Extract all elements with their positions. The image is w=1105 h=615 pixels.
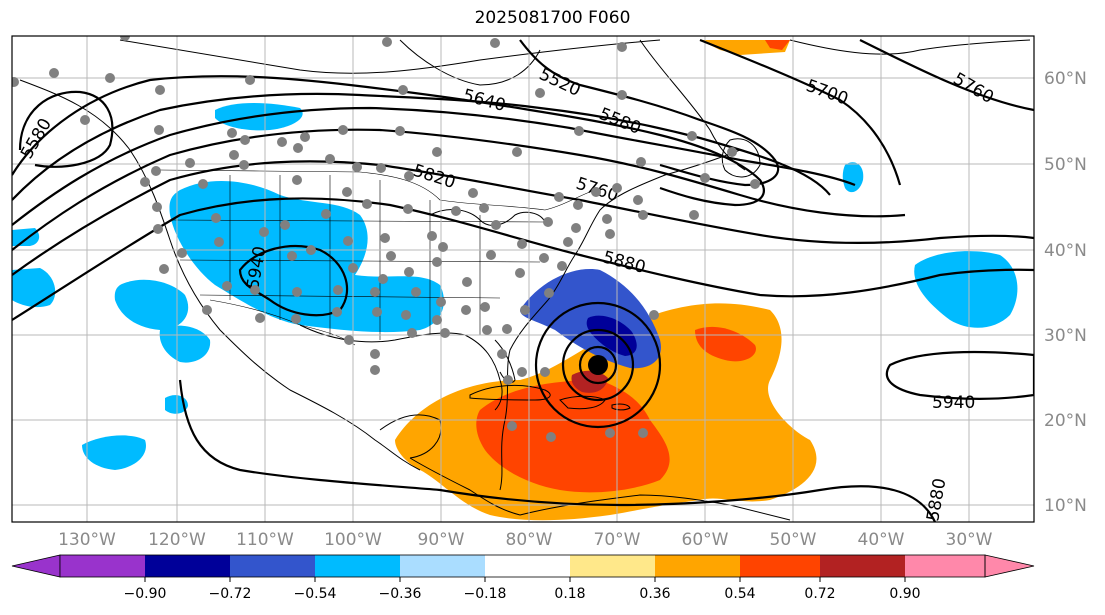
- contour-label-5820: 5820: [410, 161, 457, 193]
- storm-contour-3: [578, 345, 618, 385]
- svg-text:30°N: 30°N: [1044, 326, 1087, 346]
- longitude-labels: 130°W 120°W 110°W 100°W 90°W 80°W 70°W 6…: [58, 530, 993, 550]
- colorbar-tick-label: −0.18: [464, 586, 507, 602]
- contour-5940-east: [885, 350, 1034, 400]
- contour-5520-low: [18, 90, 114, 168]
- svg-text:40°W: 40°W: [858, 530, 905, 550]
- colorbar-tick-label: 0.18: [554, 586, 585, 602]
- colorbar-tick-label: −0.90: [124, 586, 167, 602]
- colorbar-tick-label: −0.72: [209, 586, 252, 602]
- svg-text:30°W: 30°W: [946, 530, 993, 550]
- svg-text:40°N: 40°N: [1044, 241, 1087, 261]
- colorbar-tick-label: −0.54: [294, 586, 337, 602]
- svg-text:130°W: 130°W: [58, 530, 116, 550]
- contour-label-5880: 5880: [601, 248, 648, 279]
- newfoundland: [721, 138, 761, 178]
- contour-5880-south: [178, 379, 936, 522]
- na-west-coast: [19, 79, 421, 471]
- contour-label-5700: 5700: [803, 76, 850, 110]
- colorbar-extend-low: [11, 554, 61, 578]
- contour-5580: [12, 75, 765, 207]
- contour-label-5640: 5640: [461, 86, 508, 117]
- cold-shading-cyan-atlantic-n: [842, 162, 864, 193]
- colorbar-tick-label: 0.54: [724, 586, 755, 602]
- cold-shading-cyan-mexico: [159, 325, 211, 363]
- cold-shading-cyan-coast: [12, 228, 40, 246]
- warm-shading-red-north: [765, 40, 790, 50]
- warm-shading-red: [476, 380, 670, 493]
- state-lines-2: [169, 219, 546, 299]
- map-title: 2025081700 F060: [474, 8, 631, 28]
- cuba: [469, 385, 551, 401]
- contour-5640: [12, 92, 831, 201]
- contour-label-5880-south: 5880: [923, 477, 950, 523]
- gulf-coast: [299, 324, 503, 411]
- map-frame: [11, 35, 1035, 523]
- station-markers: [12, 36, 760, 442]
- cold-shading-cyan-atlantic: [914, 251, 1018, 328]
- us-mexico-border: [209, 299, 356, 346]
- cold-shading-cyan-pacific: [82, 435, 146, 470]
- svg-text:80°W: 80°W: [506, 530, 553, 550]
- colorbar: −0.90 −0.72 −0.54 −0.36 −0.18 0.18 0.36 …: [11, 554, 1035, 602]
- greenland: [789, 39, 1031, 55]
- svg-text:70°W: 70°W: [594, 530, 641, 550]
- colorbar-tick-label: −0.36: [379, 586, 422, 602]
- storm-contour-outer: [534, 301, 662, 429]
- colorbar-tick-label: 0.36: [639, 586, 670, 602]
- great-lakes: [429, 209, 546, 226]
- colorbar-tick-label: 0.72: [804, 586, 835, 602]
- cold-shading-navy: [586, 315, 637, 356]
- height-contours: [12, 38, 1034, 522]
- contour-5700-east: [699, 38, 902, 186]
- contour-5880: [12, 197, 1034, 321]
- storm-contour-2: [561, 328, 635, 402]
- svg-text:50°N: 50°N: [1044, 155, 1087, 175]
- cold-shading-cyan-sw: [114, 279, 189, 330]
- svg-text:60°N: 60°N: [1044, 69, 1087, 89]
- storm-center-marker: [588, 355, 608, 375]
- cold-shading-cyan-midlat: [12, 268, 56, 308]
- contour-label-5760-east: 5760: [950, 69, 997, 108]
- svg-text:110°W: 110°W: [236, 530, 294, 550]
- svg-text:90°W: 90°W: [418, 530, 465, 550]
- contour-label-5580-west: 5580: [17, 115, 56, 162]
- svg-text:60°W: 60°W: [682, 530, 729, 550]
- svg-text:20°N: 20°N: [1044, 411, 1087, 431]
- us-canada-border: [159, 169, 596, 211]
- shading-layer: [12, 40, 1018, 521]
- contour-5940-west: [238, 245, 349, 317]
- na-east-coast: [499, 149, 741, 491]
- svg-text:10°N: 10°N: [1044, 496, 1087, 516]
- latitude-labels: 60°N 50°N 40°N 30°N 20°N 10°N: [1044, 69, 1087, 516]
- central-america: [409, 457, 521, 516]
- colorbar-tick-label: 0.90: [889, 586, 920, 602]
- contour-5760: [12, 128, 906, 251]
- contour-5700: [12, 106, 856, 226]
- hudson-bay: [399, 39, 541, 86]
- svg-text:120°W: 120°W: [148, 530, 206, 550]
- puerto-rico: [611, 403, 631, 411]
- svg-text:50°W: 50°W: [770, 530, 817, 550]
- svg-text:100°W: 100°W: [324, 530, 382, 550]
- colorbar-ticks: [144, 577, 906, 582]
- contour-5760-east: [859, 39, 1034, 112]
- contour-label-5940-east: 5940: [932, 393, 975, 413]
- canada-north: [119, 39, 661, 74]
- contour-5520: [519, 39, 780, 187]
- colorbar-extend-high: [984, 554, 1035, 578]
